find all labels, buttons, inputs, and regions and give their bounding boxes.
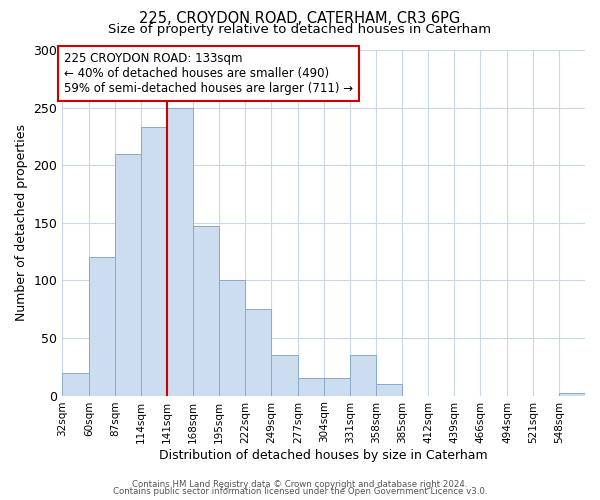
Text: 225 CROYDON ROAD: 133sqm
← 40% of detached houses are smaller (490)
59% of semi-: 225 CROYDON ROAD: 133sqm ← 40% of detach…	[64, 52, 353, 96]
Bar	[89, 258, 115, 396]
Text: Size of property relative to detached houses in Caterham: Size of property relative to detached ho…	[109, 22, 491, 36]
Bar	[271, 356, 298, 396]
Bar	[141, 127, 167, 396]
Text: 225, CROYDON ROAD, CATERHAM, CR3 6PG: 225, CROYDON ROAD, CATERHAM, CR3 6PG	[139, 11, 461, 26]
Bar	[350, 356, 376, 396]
Bar	[324, 378, 350, 396]
Bar	[245, 309, 271, 396]
Bar	[376, 384, 402, 396]
Bar	[193, 226, 219, 396]
Bar	[62, 372, 89, 396]
Bar	[219, 280, 245, 396]
Bar	[167, 108, 193, 396]
Text: Contains HM Land Registry data © Crown copyright and database right 2024.: Contains HM Land Registry data © Crown c…	[132, 480, 468, 489]
Bar	[559, 394, 585, 396]
X-axis label: Distribution of detached houses by size in Caterham: Distribution of detached houses by size …	[160, 450, 488, 462]
Bar	[298, 378, 324, 396]
Y-axis label: Number of detached properties: Number of detached properties	[15, 124, 28, 322]
Text: Contains public sector information licensed under the Open Government Licence v3: Contains public sector information licen…	[113, 487, 487, 496]
Bar	[115, 154, 141, 396]
